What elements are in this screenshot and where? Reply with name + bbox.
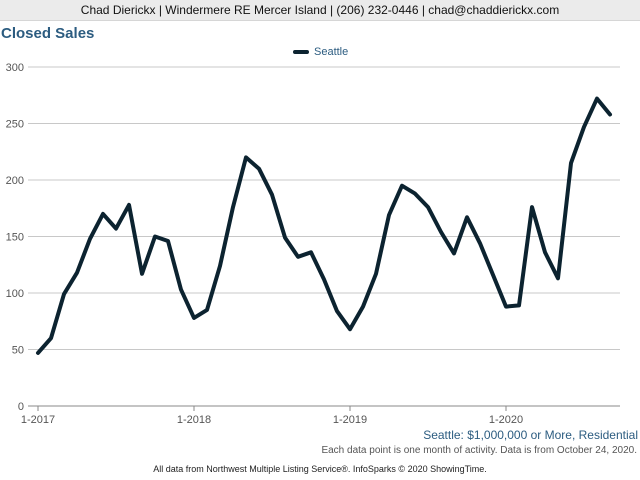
- y-tick-label-300: 300: [6, 62, 24, 74]
- x-tick-label-1-2018: 1-2018: [177, 414, 211, 426]
- x-axis: 1-2017 1-2018 1-2019 1-2020: [21, 406, 523, 426]
- series-line-seattle: [36, 96, 612, 355]
- legend[interactable]: Seattle: [293, 46, 348, 58]
- x-tick-label-1-2020: 1-2020: [489, 414, 523, 426]
- chart-title: Closed Sales: [1, 25, 95, 42]
- x-tick-label-1-2019: 1-2019: [333, 414, 367, 426]
- y-tick-label-150: 150: [6, 232, 24, 244]
- y-tick-label-250: 250: [6, 119, 24, 131]
- header-contact-text: Chad Dierickx | Windermere RE Mercer Isl…: [80, 3, 560, 17]
- legend-swatch: [293, 50, 309, 54]
- series-filter-caption: Seattle: $1,000,000 or More, Residential: [423, 428, 638, 442]
- y-tick-label-200: 200: [6, 175, 24, 187]
- series-layer: [36, 96, 612, 355]
- footer-credit: All data from Northwest Multiple Listing…: [153, 464, 487, 474]
- y-tick-label-100: 100: [6, 288, 24, 300]
- legend-label: Seattle: [314, 46, 349, 58]
- data-note-caption: Each data point is one month of activity…: [321, 445, 637, 456]
- x-tick-label-1-2017: 1-2017: [21, 414, 55, 426]
- y-tick-label-50: 50: [12, 345, 24, 357]
- header-bar: Chad Dierickx | Windermere RE Mercer Isl…: [0, 0, 640, 21]
- y-axis: 0 50 100 150 200 250 300: [6, 62, 24, 413]
- grid-layer: [28, 66, 620, 407]
- y-tick-label-0: 0: [18, 401, 24, 413]
